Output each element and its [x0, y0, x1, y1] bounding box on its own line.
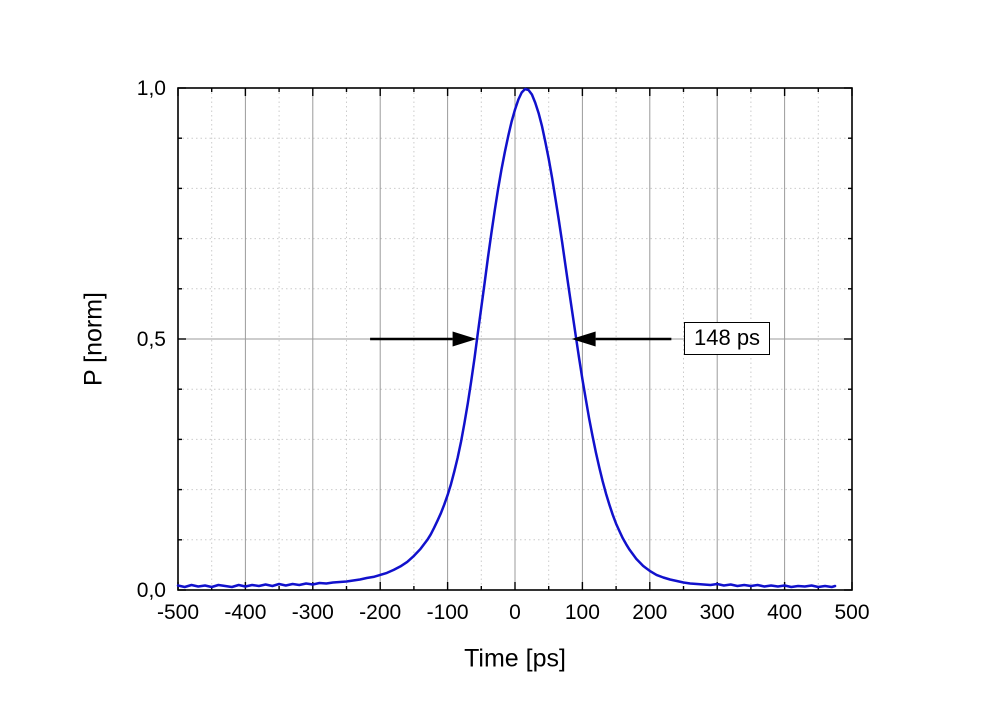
svg-text:-300: -300 [292, 601, 334, 624]
svg-text:-200: -200 [359, 601, 401, 624]
fwhm-annotation-label: 148 ps [684, 322, 771, 355]
svg-text:0,0: 0,0 [137, 579, 166, 602]
svg-text:200: 200 [632, 601, 667, 624]
x-axis-title: Time [ps] [464, 644, 566, 673]
svg-text:-100: -100 [427, 601, 469, 624]
y-axis-title: P [norm] [79, 291, 108, 387]
svg-text:1,0: 1,0 [137, 77, 166, 100]
svg-text:500: 500 [834, 601, 869, 624]
svg-text:400: 400 [767, 601, 802, 624]
svg-text:-400: -400 [224, 601, 266, 624]
svg-text:0: 0 [509, 601, 521, 624]
svg-text:300: 300 [700, 601, 735, 624]
svg-text:-500: -500 [157, 601, 199, 624]
svg-text:100: 100 [565, 601, 600, 624]
svg-text:0,5: 0,5 [137, 328, 166, 351]
